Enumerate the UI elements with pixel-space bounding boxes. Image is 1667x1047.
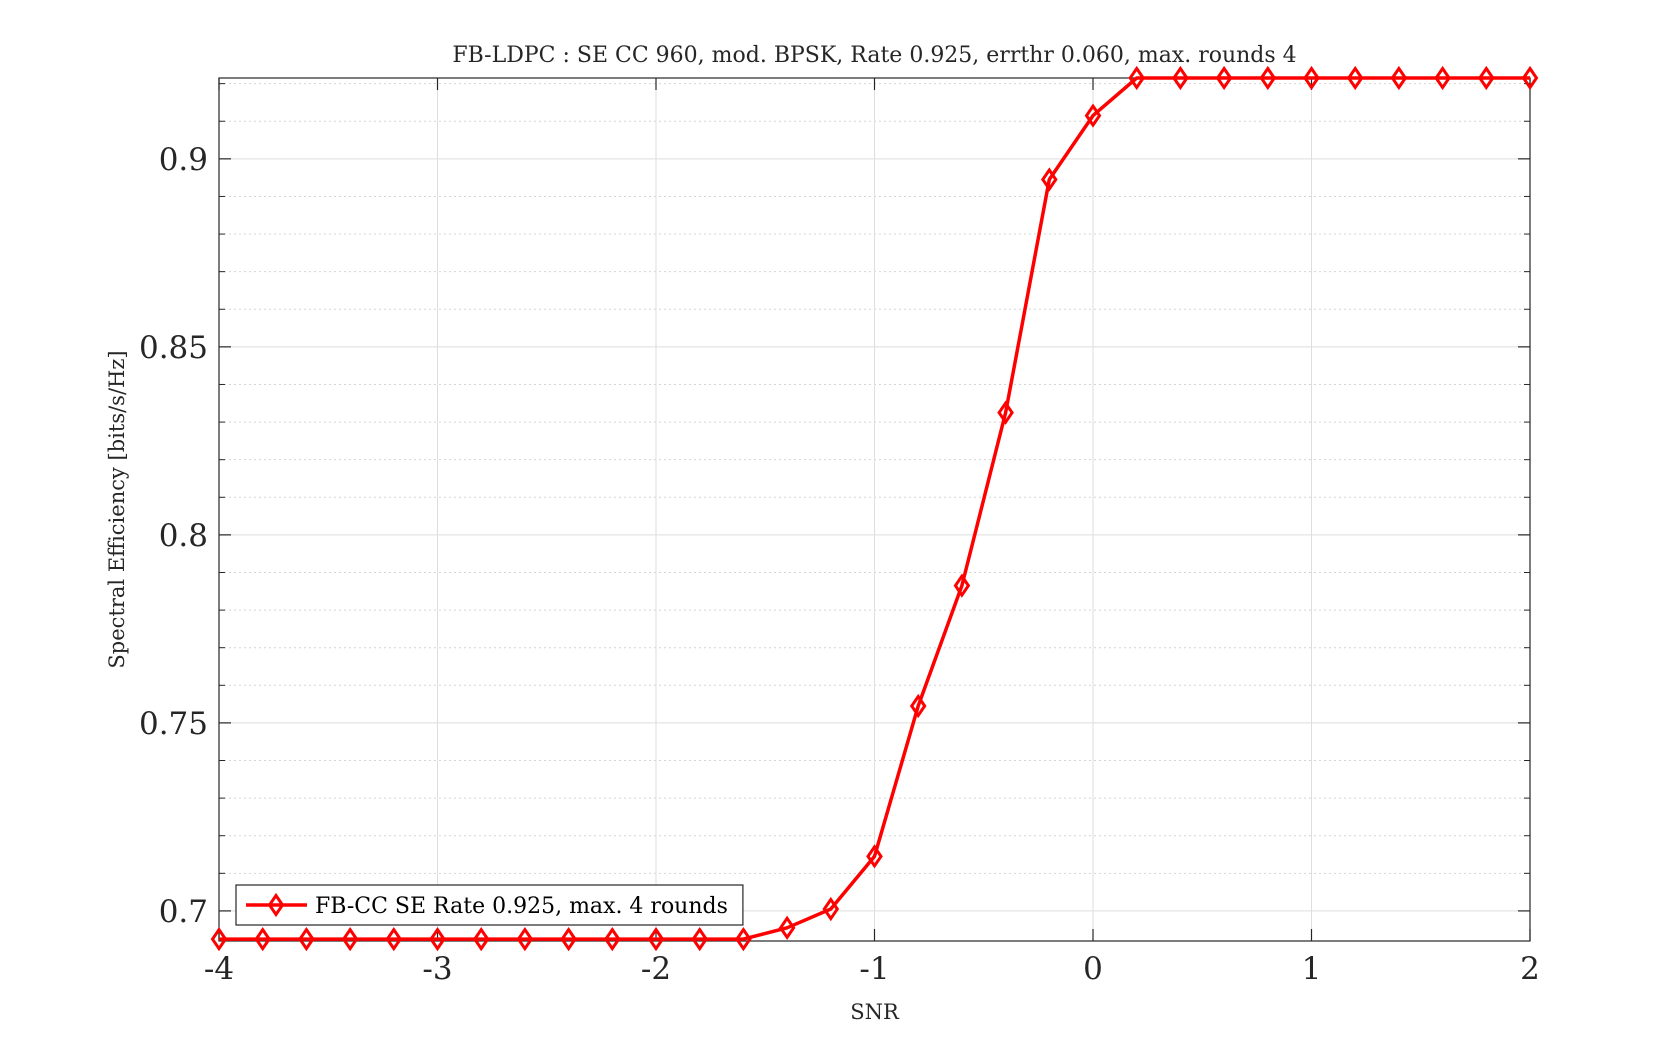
chart-title: FB-LDPC : SE CC 960, mod. BPSK, Rate 0.9… [452, 43, 1296, 68]
x-axis-label: SNR [850, 1000, 900, 1024]
data-point-marker [1172, 65, 1189, 91]
data-point-marker [210, 926, 228, 952]
data-point-marker [603, 926, 621, 952]
data-point-marker [1259, 65, 1277, 91]
data-point-marker [866, 844, 883, 869]
y-tick-label: 0.85 [139, 330, 208, 366]
data-point-marker [1303, 65, 1320, 91]
legend-marker-diamond [267, 892, 285, 918]
y-tick-label: 0.8 [159, 518, 208, 554]
data-point-marker [1434, 65, 1451, 91]
x-tick-label: 1 [1302, 951, 1322, 987]
series-layer [210, 65, 1539, 952]
data-point-marker [341, 926, 359, 952]
series-line [219, 76, 1530, 941]
y-tick-label: 0.9 [159, 142, 208, 178]
data-point-marker [953, 573, 971, 598]
data-point-marker [298, 926, 315, 952]
x-tick-label: 2 [1520, 951, 1540, 987]
data-point-marker [647, 926, 665, 952]
x-tick-label: -1 [859, 951, 889, 987]
axis-ticks: 0.7 0.75 0.8 0.85 0.9 -4 -3 -2 -1 0 1 2 [139, 78, 1540, 987]
y-tick-label: 0.7 [159, 894, 208, 930]
x-tick-label: 0 [1083, 951, 1103, 987]
data-point-marker [472, 926, 490, 952]
data-point-marker [516, 926, 534, 952]
data-point-marker [1215, 65, 1233, 91]
data-point-marker [1521, 65, 1539, 91]
data-point-marker [1084, 103, 1102, 128]
x-tick-label: -3 [422, 951, 452, 987]
data-point-marker [560, 926, 577, 952]
data-point-marker [691, 926, 709, 952]
x-tick-label: -4 [204, 951, 234, 987]
y-tick-label: 0.75 [139, 706, 208, 742]
legend-box [235, 884, 744, 926]
data-point-marker [1477, 65, 1495, 91]
legend-entry-label: FB-CC SE Rate 0.925, max. 4 rounds [315, 894, 728, 919]
y-axis-label: Spectral Efficiency [bits/s/Hz] [105, 350, 129, 668]
data-point-marker [1040, 167, 1058, 192]
grid [218, 78, 1531, 941]
data-point-marker [254, 926, 272, 952]
data-point-marker [735, 926, 752, 952]
data-point-marker [778, 915, 796, 940]
data-point-marker [1128, 65, 1146, 91]
data-point-marker [822, 896, 840, 922]
data-point-marker [429, 926, 446, 952]
data-point-marker [1346, 65, 1364, 91]
data-point-marker [1390, 65, 1408, 91]
data-point-marker [909, 693, 927, 719]
data-point-marker [385, 926, 403, 952]
data-point-marker [997, 400, 1014, 425]
x-tick-label: -2 [641, 951, 671, 987]
legend: FB-CC SE Rate 0.925, max. 4 rounds [235, 884, 744, 926]
